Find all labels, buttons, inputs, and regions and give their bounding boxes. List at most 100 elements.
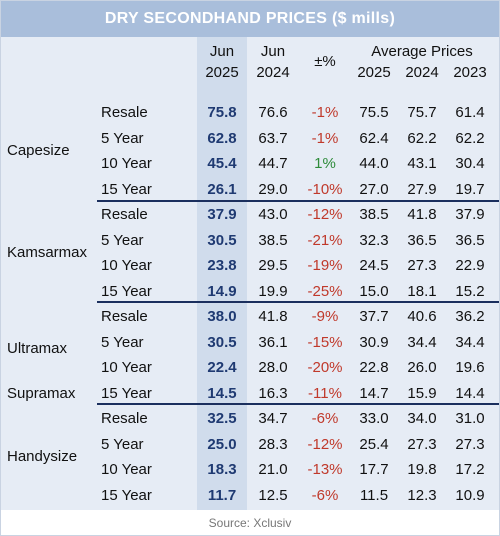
jun-2025-cell: 22.4 — [207, 359, 237, 376]
jun-2025-cell: 23.8 — [207, 257, 237, 274]
vessel-age-cell: 5 Year — [101, 129, 144, 147]
group-separator — [97, 301, 499, 303]
vessel-age-cell: 10 Year — [101, 359, 152, 376]
table-row: 5 Year 62.8 63.7 -1% 62.4 62.2 62.2 — [1, 126, 499, 150]
avg-2023-cell: 61.4 — [455, 104, 485, 121]
table-row: 5 Year 30.5 38.5 -21% 32.3 36.5 36.5 — [1, 228, 499, 252]
jun-2025-cell: 25.0 — [207, 435, 237, 453]
vessel-age-cell: 15 Year — [101, 282, 152, 300]
avg-2023-cell: 30.4 — [455, 155, 485, 172]
jun-2025-cell: 38.0 — [207, 308, 237, 325]
jun-2024-cell: 41.8 — [258, 308, 288, 325]
avg-2023-cell: 14.4 — [455, 384, 485, 402]
pct-change-cell: -6% — [311, 410, 339, 427]
vessel-class-label: Ultramax — [7, 340, 68, 358]
jun-2024-cell: 21.0 — [258, 461, 288, 478]
pct-change-cell: -12% — [307, 206, 343, 223]
source-note: Source: Xclusiv — [208, 515, 292, 530]
jun-2025-cell: 18.3 — [207, 461, 237, 478]
pct-change-cell: -6% — [311, 486, 339, 504]
jun-2024-cell: 29.5 — [258, 257, 288, 274]
avg-2025-cell: 62.4 — [359, 129, 389, 147]
jun-2024-cell: 63.7 — [258, 129, 288, 147]
avg-2023-cell: 15.2 — [455, 282, 485, 300]
jun-2025-cell: 37.9 — [207, 206, 237, 223]
avg-2024-cell: 26.0 — [407, 359, 437, 376]
avg-2024-cell: 75.7 — [407, 104, 437, 121]
table-title: DRY SECONDHAND PRICES ($ mills) — [1, 1, 499, 37]
table-row: 15 Year 26.1 29.0 -10% 27.0 27.9 19.7 — [1, 177, 499, 201]
header-jun-2025-month: Jun — [209, 43, 235, 60]
avg-2023-cell: 37.9 — [455, 206, 485, 223]
vessel-class-label-secondary: Supramax — [7, 384, 76, 402]
avg-2024-cell: 34.4 — [407, 333, 437, 351]
avg-2025-cell: 25.4 — [359, 435, 389, 453]
avg-2024-cell: 27.3 — [407, 257, 437, 274]
avg-2025-cell: 11.5 — [359, 486, 389, 504]
jun-2025-cell: 30.5 — [207, 333, 237, 351]
vessel-age-cell: Resale — [101, 410, 148, 427]
table-row: 10 Year 18.3 21.0 -13% 17.7 19.8 17.2 — [1, 457, 499, 481]
avg-2024-cell: 34.0 — [407, 410, 437, 427]
jun-2025-cell: 26.1 — [207, 180, 237, 198]
pct-change-cell: -15% — [307, 333, 343, 351]
avg-2025-cell: 44.0 — [359, 155, 389, 172]
table-row: Resale 75.8 76.6 -1% 75.5 75.7 61.4 — [1, 100, 499, 124]
avg-2025-cell: 30.9 — [359, 333, 389, 351]
header-avg-2023: 2023 — [453, 64, 487, 81]
header-jun-2024-year: 2024 — [256, 64, 290, 81]
avg-2025-cell: 33.0 — [359, 410, 389, 427]
vessel-age-cell: 5 Year — [101, 333, 144, 351]
avg-2023-cell: 22.9 — [455, 257, 485, 274]
avg-2025-cell: 27.0 — [359, 180, 389, 198]
pct-change-cell: -12% — [307, 435, 343, 453]
jun-2024-cell: 19.9 — [258, 282, 288, 300]
vessel-age-cell: Resale — [101, 308, 148, 325]
table-row: 5 Year 25.0 28.3 -12% 25.4 27.3 27.3 — [1, 432, 499, 456]
table-row: Resale 32.5 34.7 -6% 33.0 34.0 31.0 — [1, 406, 499, 430]
table-row: Resale 37.9 43.0 -12% 38.5 41.8 37.9 — [1, 202, 499, 226]
jun-2025-cell: 62.8 — [207, 129, 237, 147]
avg-2024-cell: 18.1 — [407, 282, 437, 300]
jun-2024-cell: 28.3 — [258, 435, 288, 453]
avg-2025-cell: 75.5 — [359, 104, 389, 121]
vessel-class-label: Capesize — [7, 142, 70, 160]
avg-2025-cell: 38.5 — [359, 206, 389, 223]
vessel-age-cell: 5 Year — [101, 231, 144, 249]
jun-2024-cell: 36.1 — [258, 333, 288, 351]
avg-2024-cell: 62.2 — [407, 129, 437, 147]
jun-2025-cell: 32.5 — [207, 410, 237, 427]
pct-change-cell: -21% — [307, 231, 343, 249]
vessel-age-cell: 10 Year — [101, 155, 152, 172]
header-jun-2024-month: Jun — [260, 43, 286, 60]
pct-change-cell: -1% — [311, 129, 339, 147]
pct-change-cell: -25% — [307, 282, 343, 300]
table-row: 15 Year 11.7 12.5 -6% 11.5 12.3 10.9 — [1, 483, 499, 507]
pct-change-cell: -20% — [307, 359, 343, 376]
jun-2024-cell: 16.3 — [258, 384, 288, 402]
jun-2025-cell: 75.8 — [207, 104, 237, 121]
group-separator — [97, 200, 499, 202]
table-row: 10 Year 23.8 29.5 -19% 24.5 27.3 22.9 — [1, 253, 499, 277]
vessel-class-label: Kamsarmax — [7, 244, 88, 262]
header-average-prices: Average Prices — [371, 43, 473, 60]
jun-2024-cell: 28.0 — [258, 359, 288, 376]
avg-2023-cell: 19.7 — [455, 180, 485, 198]
pct-change-cell: -11% — [308, 384, 342, 402]
group-separator — [97, 403, 499, 405]
header-avg-2025: 2025 — [357, 64, 391, 81]
jun-2024-cell: 76.6 — [258, 104, 288, 121]
jun-2025-highlight-column — [197, 37, 247, 510]
jun-2025-cell: 45.4 — [207, 155, 237, 172]
avg-2025-cell: 24.5 — [359, 257, 389, 274]
header-pct-change: ±% — [314, 53, 336, 70]
avg-2023-cell: 17.2 — [455, 461, 485, 478]
avg-2023-cell: 10.9 — [455, 486, 485, 504]
jun-2024-cell: 43.0 — [258, 206, 288, 223]
avg-2023-cell: 27.3 — [455, 435, 485, 453]
avg-2025-cell: 32.3 — [359, 231, 389, 249]
vessel-age-cell: Resale — [101, 104, 148, 121]
pct-change-cell: -13% — [307, 461, 343, 478]
avg-2025-cell: 37.7 — [359, 308, 389, 325]
avg-2025-cell: 15.0 — [359, 282, 389, 300]
